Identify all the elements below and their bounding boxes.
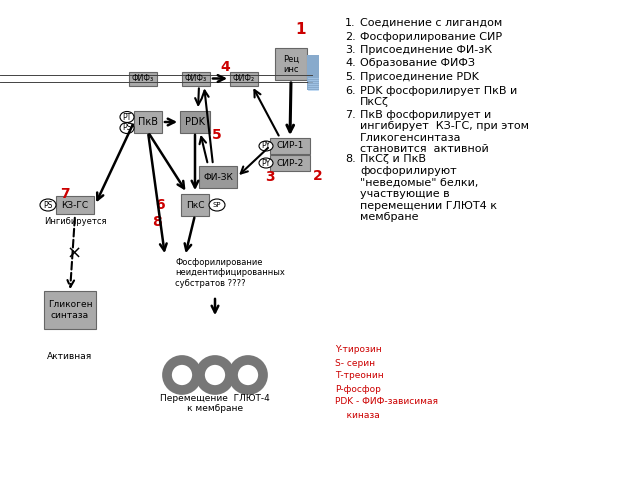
Ellipse shape: [259, 141, 273, 151]
Text: Активная: Активная: [47, 352, 93, 361]
Text: 2: 2: [313, 169, 323, 183]
Bar: [134, 111, 162, 133]
Text: 4.: 4.: [345, 59, 356, 69]
Bar: [270, 155, 310, 171]
Ellipse shape: [120, 122, 134, 133]
Ellipse shape: [120, 111, 134, 122]
Text: PY: PY: [261, 142, 271, 151]
Text: Т-треонин: Т-треонин: [335, 372, 384, 381]
Text: S- серин: S- серин: [335, 359, 375, 368]
Text: ПкСζ и ПкВ
фосфорилируют
"неведомые" белки,
участвующие в
перемещении ГЛЮТ4 к
ме: ПкСζ и ПкВ фосфорилируют "неведомые" бел…: [360, 155, 497, 223]
Text: 6: 6: [155, 198, 165, 212]
Text: 3: 3: [265, 170, 275, 184]
Text: Р-фосфор: Р-фосфор: [335, 384, 381, 394]
Text: СИР-1: СИР-1: [276, 142, 304, 151]
Text: ПкВ: ПкВ: [138, 117, 158, 127]
Text: 5: 5: [212, 128, 222, 142]
Text: Y-тирозин: Y-тирозин: [335, 346, 381, 355]
Text: 7.: 7.: [345, 109, 356, 120]
Bar: [180, 111, 210, 133]
Text: 8: 8: [152, 215, 162, 229]
Text: ×: ×: [67, 244, 82, 263]
Text: киназа: киназа: [335, 410, 380, 420]
Text: Образование ФИФЗ: Образование ФИФЗ: [360, 59, 475, 69]
Bar: [230, 72, 258, 85]
Text: 1.: 1.: [345, 18, 356, 28]
Text: 8.: 8.: [345, 155, 356, 165]
Bar: [56, 196, 94, 214]
Text: 2.: 2.: [345, 32, 356, 41]
Text: 5.: 5.: [345, 72, 356, 82]
Text: Перемещение  ГЛЮТ-4: Перемещение ГЛЮТ-4: [160, 394, 270, 403]
Text: Присоединение PDK: Присоединение PDK: [360, 72, 479, 82]
Bar: [182, 72, 210, 85]
Text: КЗ-ГС: КЗ-ГС: [61, 201, 88, 209]
Text: ПкС: ПкС: [186, 201, 204, 209]
Text: ПкВ фосфорилирует и
ингибирует  КЗ-ГС, при этом
Гликогенсинтаза
становится  акти: ПкВ фосфорилирует и ингибирует КЗ-ГС, пр…: [360, 109, 529, 154]
Text: PY: PY: [261, 158, 271, 168]
Text: СИР-2: СИР-2: [276, 158, 303, 168]
Bar: [307, 55, 319, 90]
Bar: [275, 48, 307, 80]
Text: 4: 4: [220, 60, 230, 74]
Bar: [270, 138, 310, 154]
Text: PDK: PDK: [185, 117, 205, 127]
Text: PT: PT: [122, 112, 132, 121]
Text: PDK фосфорилирует ПкВ и
ПкСζ: PDK фосфорилирует ПкВ и ПкСζ: [360, 85, 517, 107]
Text: к мембране: к мембране: [187, 404, 243, 413]
Bar: [199, 166, 237, 188]
Ellipse shape: [209, 199, 225, 211]
Text: 3.: 3.: [345, 45, 356, 55]
Text: Фосфорилирование СИР: Фосфорилирование СИР: [360, 32, 502, 41]
Ellipse shape: [40, 199, 56, 211]
Text: PS: PS: [122, 123, 132, 132]
Text: ФИ-ЗК: ФИ-ЗК: [203, 172, 233, 181]
Bar: [181, 194, 209, 216]
Text: ФИФ₃: ФИФ₃: [185, 74, 207, 83]
Text: Фосфорилирование
неидентифицированных
субстратов ????: Фосфорилирование неидентифицированных су…: [175, 258, 285, 288]
Bar: [129, 72, 157, 85]
Text: 6.: 6.: [345, 85, 356, 96]
Text: PS: PS: [44, 201, 52, 209]
Ellipse shape: [259, 158, 273, 168]
Text: 7: 7: [60, 187, 70, 201]
Bar: [44, 291, 96, 329]
Text: Присоединение ФИ-зК: Присоединение ФИ-зК: [360, 45, 492, 55]
Text: Соединение с лигандом: Соединение с лигандом: [360, 18, 502, 28]
Text: SP: SP: [212, 202, 221, 208]
Text: Гликоген
синтаза: Гликоген синтаза: [48, 300, 92, 320]
Text: 1: 1: [296, 23, 307, 37]
Text: ФИФ₃: ФИФ₃: [132, 74, 154, 83]
Text: ФИФ₂: ФИФ₂: [233, 74, 255, 83]
Text: Ингибируется: Ингибируется: [44, 217, 106, 226]
Text: Рец
инс: Рец инс: [283, 54, 299, 74]
Text: PDK - ФИФ-зависимая: PDK - ФИФ-зависимая: [335, 397, 438, 407]
